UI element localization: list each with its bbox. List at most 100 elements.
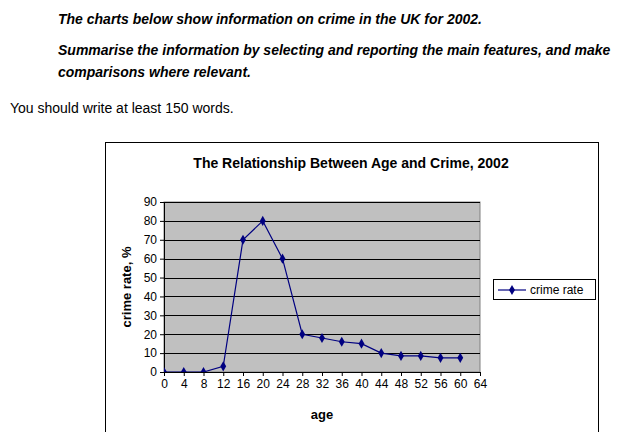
x-tick-label: 12	[217, 377, 231, 391]
x-tick: 60	[454, 372, 468, 391]
x-tick: 40	[355, 372, 369, 391]
x-tick-label: 44	[375, 377, 389, 391]
x-tick: 36	[336, 372, 350, 391]
x-tick-label: 40	[355, 377, 369, 391]
legend: crime rate	[494, 280, 596, 300]
y-tick: 30	[144, 309, 164, 323]
grid-line	[164, 259, 480, 260]
x-tick-mark	[480, 372, 481, 376]
series-marker	[319, 333, 325, 343]
legend-label: crime rate	[530, 283, 584, 297]
y-tick-label: 20	[144, 328, 158, 342]
grid-line	[164, 221, 480, 222]
y-tick-label: 80	[144, 214, 158, 228]
y-tick: 40	[144, 290, 164, 304]
series-line	[164, 221, 460, 372]
x-tick-label: 4	[181, 377, 188, 391]
x-tick: 0	[161, 372, 168, 391]
x-tick-mark	[441, 372, 442, 376]
x-tick-label: 16	[237, 377, 251, 391]
series-marker	[240, 235, 246, 245]
grid-line	[164, 202, 480, 203]
marks	[164, 216, 463, 372]
y-tick-mark	[160, 259, 164, 260]
y-tick: 10	[144, 346, 164, 360]
x-tick-mark	[421, 372, 422, 376]
y-tick: 0	[150, 365, 164, 379]
x-tick-mark	[184, 372, 185, 376]
x-tick-mark	[460, 372, 461, 376]
x-tick: 28	[296, 372, 310, 391]
x-tick-label: 52	[415, 377, 429, 391]
y-tick-mark	[160, 334, 164, 335]
series-marker	[164, 367, 167, 372]
x-tick-label: 24	[276, 377, 290, 391]
x-tick-mark	[223, 372, 224, 376]
x-tick: 52	[415, 372, 429, 391]
y-tick: 60	[144, 252, 164, 266]
y-tick-mark	[160, 315, 164, 316]
x-tick-label: 64	[474, 377, 488, 391]
y-axis-title: crime rate, %	[119, 246, 134, 327]
x-axis-title: age	[311, 407, 333, 422]
grid-line	[164, 240, 480, 241]
x-tick-label: 8	[201, 377, 208, 391]
legend-box	[494, 280, 596, 300]
x-axis: 0481216202428323640444852566064	[161, 372, 487, 391]
y-tick-label: 90	[144, 195, 158, 209]
y-tick-label: 50	[144, 271, 158, 285]
x-tick: 64	[474, 372, 488, 391]
series-marker	[201, 367, 207, 372]
y-tick-mark	[160, 296, 164, 297]
chart-frame	[106, 143, 599, 432]
grid-line	[164, 296, 480, 297]
series-marker	[398, 351, 404, 361]
x-tick: 56	[434, 372, 448, 391]
y-tick-label: 30	[144, 309, 158, 323]
x-tick-label: 0	[161, 377, 168, 391]
series-marker	[438, 353, 444, 363]
y-tick: 70	[144, 233, 164, 247]
x-tick-mark	[302, 372, 303, 376]
grid-line	[164, 278, 480, 279]
x-tick: 12	[217, 372, 231, 391]
y-tick-mark	[160, 202, 164, 203]
x-tick-label: 56	[434, 377, 448, 391]
y-tick: 90	[144, 195, 164, 209]
x-tick-mark	[263, 372, 264, 376]
grid-line	[164, 353, 480, 354]
x-tick: 8	[201, 372, 208, 391]
series-marker	[260, 216, 266, 226]
x-tick-mark	[401, 372, 402, 376]
series-marker	[378, 348, 384, 358]
series-marker	[359, 339, 365, 349]
plot-area	[164, 202, 480, 372]
word-count-note: You should write at least 150 words.	[10, 100, 234, 116]
y-tick-label: 0	[150, 365, 157, 379]
y-tick-mark	[160, 278, 164, 279]
series-marker	[339, 337, 345, 347]
series-marker	[220, 361, 226, 371]
y-axis: 0 10 20 30 40 50 60 70 80 90	[144, 195, 165, 379]
x-tick-mark	[204, 372, 205, 376]
y-tick-mark	[160, 240, 164, 241]
series-marker	[280, 254, 286, 264]
y-tick-label: 40	[144, 290, 158, 304]
y-tick-label: 10	[144, 346, 158, 360]
chart-title: The Relationship Between Age and Crime, …	[193, 155, 509, 171]
x-tick-mark	[381, 372, 382, 376]
x-tick-mark	[362, 372, 363, 376]
series-marker	[457, 353, 463, 363]
y-tick-mark	[160, 372, 164, 373]
y-tick-label: 70	[144, 233, 158, 247]
x-tick: 16	[237, 372, 251, 391]
y-tick: 50	[144, 271, 164, 285]
x-tick-label: 48	[395, 377, 409, 391]
x-tick: 4	[181, 372, 188, 391]
series-marker	[299, 329, 305, 339]
x-tick-label: 28	[296, 377, 310, 391]
x-tick: 24	[276, 372, 290, 391]
x-tick-mark	[243, 372, 244, 376]
x-tick-label: 36	[336, 377, 350, 391]
y-tick-label: 60	[144, 252, 158, 266]
